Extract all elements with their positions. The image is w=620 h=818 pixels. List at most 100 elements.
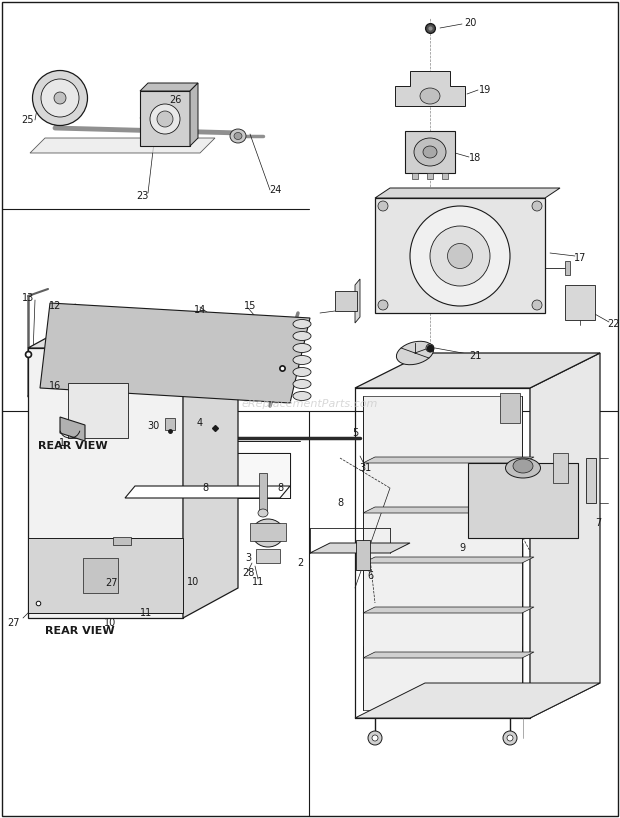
Polygon shape: [363, 607, 534, 613]
Text: 12: 12: [49, 301, 61, 311]
Ellipse shape: [54, 92, 66, 104]
Ellipse shape: [396, 341, 433, 365]
Ellipse shape: [293, 331, 311, 340]
Text: 28: 28: [242, 568, 254, 578]
Polygon shape: [183, 318, 238, 618]
Ellipse shape: [293, 356, 311, 365]
Text: 3: 3: [245, 553, 251, 563]
Polygon shape: [355, 279, 360, 323]
Polygon shape: [140, 91, 190, 146]
Bar: [259, 473, 267, 513]
Polygon shape: [363, 507, 534, 513]
Text: eReplacementParts.com: eReplacementParts.com: [242, 399, 378, 410]
Polygon shape: [310, 543, 410, 553]
Ellipse shape: [448, 244, 472, 268]
Text: 22: 22: [607, 319, 619, 329]
Polygon shape: [30, 138, 215, 153]
Bar: [442, 173, 448, 179]
Bar: [468, 463, 578, 538]
Bar: [165, 418, 175, 430]
Ellipse shape: [513, 459, 533, 473]
Bar: [565, 285, 595, 320]
Bar: [405, 131, 455, 173]
Ellipse shape: [505, 458, 541, 478]
Ellipse shape: [252, 519, 284, 547]
Ellipse shape: [258, 509, 268, 517]
Text: 8: 8: [277, 483, 283, 493]
Text: 11: 11: [252, 577, 264, 587]
Ellipse shape: [414, 138, 446, 166]
Polygon shape: [530, 353, 600, 718]
Text: 7: 7: [595, 518, 601, 528]
Polygon shape: [28, 348, 183, 618]
Polygon shape: [355, 683, 600, 718]
Ellipse shape: [293, 380, 311, 389]
Ellipse shape: [423, 146, 437, 158]
Text: 6: 6: [367, 571, 373, 581]
Text: 31: 31: [359, 463, 371, 473]
Polygon shape: [60, 417, 85, 441]
Text: 2: 2: [297, 558, 303, 568]
Text: REAR VIEW: REAR VIEW: [45, 626, 115, 636]
Bar: [412, 173, 418, 179]
Bar: [565, 261, 570, 275]
Ellipse shape: [293, 320, 311, 329]
Polygon shape: [375, 198, 545, 313]
Polygon shape: [125, 486, 290, 498]
Ellipse shape: [410, 206, 510, 306]
Polygon shape: [190, 83, 198, 146]
Text: 17: 17: [574, 253, 586, 263]
Bar: [68, 383, 128, 438]
Polygon shape: [28, 538, 183, 613]
Text: 23: 23: [136, 191, 148, 201]
Text: 25: 25: [22, 115, 34, 125]
Text: 8: 8: [337, 498, 343, 508]
Text: 30: 30: [147, 421, 159, 431]
Polygon shape: [28, 318, 238, 348]
Bar: [113, 537, 131, 545]
Text: 10: 10: [104, 618, 116, 628]
Ellipse shape: [293, 392, 311, 401]
Text: 18: 18: [469, 153, 481, 163]
Polygon shape: [40, 303, 310, 403]
Bar: [586, 458, 596, 503]
Ellipse shape: [532, 201, 542, 211]
Text: 21: 21: [469, 351, 481, 361]
Text: 9: 9: [459, 543, 465, 553]
Ellipse shape: [430, 226, 490, 286]
Ellipse shape: [532, 300, 542, 310]
Ellipse shape: [426, 344, 434, 352]
Text: 20: 20: [464, 18, 476, 28]
Ellipse shape: [503, 731, 517, 745]
Text: 16: 16: [49, 381, 61, 391]
Polygon shape: [363, 652, 534, 658]
Polygon shape: [140, 83, 198, 91]
Text: 8: 8: [202, 483, 208, 493]
Ellipse shape: [378, 201, 388, 211]
Bar: [553, 453, 568, 483]
Polygon shape: [125, 453, 290, 498]
Ellipse shape: [293, 367, 311, 376]
Text: 1: 1: [59, 438, 65, 448]
Polygon shape: [363, 457, 534, 463]
Ellipse shape: [293, 344, 311, 353]
Text: 4: 4: [197, 418, 203, 428]
Ellipse shape: [368, 731, 382, 745]
Bar: [356, 540, 370, 570]
Bar: [256, 549, 280, 563]
Ellipse shape: [378, 300, 388, 310]
Ellipse shape: [420, 88, 440, 104]
Text: 5: 5: [352, 428, 358, 438]
Text: 15: 15: [244, 301, 256, 311]
Ellipse shape: [507, 735, 513, 741]
Polygon shape: [395, 71, 465, 106]
Bar: [335, 291, 357, 311]
Ellipse shape: [259, 525, 277, 541]
Text: 26: 26: [169, 95, 181, 105]
Polygon shape: [83, 558, 118, 593]
Bar: [250, 523, 286, 541]
Ellipse shape: [157, 111, 173, 127]
Text: 24: 24: [269, 185, 281, 195]
Ellipse shape: [230, 129, 246, 143]
Polygon shape: [363, 557, 534, 563]
